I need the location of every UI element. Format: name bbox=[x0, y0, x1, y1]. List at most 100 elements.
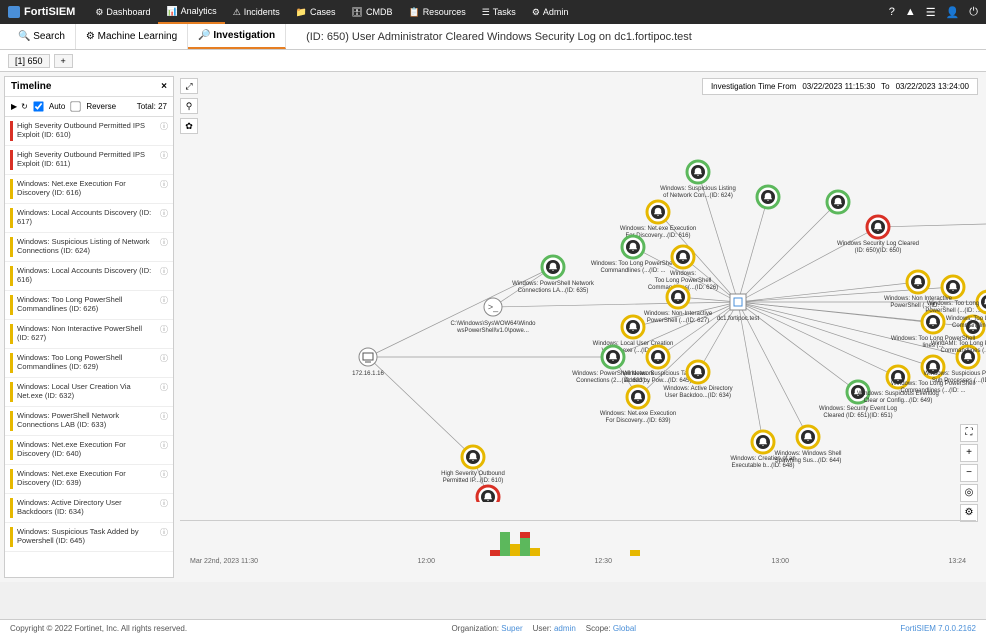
nav-cmdb[interactable]: 🗄 CMDB bbox=[344, 0, 401, 24]
timeline-item[interactable]: Windows: PowerShell Network Connections … bbox=[5, 407, 173, 436]
graph-node[interactable] bbox=[477, 486, 499, 502]
timeline-item[interactable]: Windows: Too Long PowerShell Commandline… bbox=[5, 291, 173, 320]
svg-text:High Severity Outbound: High Severity Outbound bbox=[441, 471, 505, 477]
org-value[interactable]: Super bbox=[501, 624, 522, 633]
histo-bar[interactable] bbox=[520, 532, 530, 538]
add-tab[interactable]: + bbox=[54, 54, 73, 68]
power-icon[interactable]: ⏻ bbox=[969, 6, 978, 19]
scope-value[interactable]: Global bbox=[613, 624, 636, 633]
info-icon[interactable]: ⓘ bbox=[160, 440, 168, 451]
time-range[interactable]: Investigation Time From 03/22/2023 11:15… bbox=[702, 78, 978, 95]
nav-analytics[interactable]: 📊 Analytics bbox=[158, 0, 224, 24]
reload-icon[interactable]: ↻ bbox=[21, 102, 28, 111]
timeline-item[interactable]: Windows: Suspicious Task Added by Powers… bbox=[5, 523, 173, 552]
histo-tick: 13:00 bbox=[771, 558, 789, 565]
fullscreen-icon[interactable]: ⛶ bbox=[960, 424, 978, 442]
play-icon[interactable]: ▶ bbox=[11, 102, 17, 111]
timeline-item[interactable]: Windows: Local Accounts Discovery (ID: 6… bbox=[5, 204, 173, 233]
nav-tasks[interactable]: ☰ Tasks bbox=[474, 0, 524, 24]
timeline-item[interactable]: High Severity Outbound Permitted IPS Exp… bbox=[5, 117, 173, 146]
brand-text: FortiSIEM bbox=[24, 6, 75, 18]
tab-search[interactable]: 🔍 Search bbox=[8, 24, 76, 49]
histo-bar[interactable] bbox=[630, 550, 640, 556]
graph-node[interactable]: Windows Security Log Cleared(ID: 650)(ID… bbox=[837, 216, 919, 254]
histo-bar[interactable] bbox=[500, 532, 510, 556]
info-icon[interactable]: ⓘ bbox=[160, 411, 168, 422]
zoom-out-icon[interactable]: − bbox=[960, 464, 978, 482]
nav-resources[interactable]: 📋 Resources bbox=[400, 0, 473, 24]
timeline-item[interactable]: Windows: Non Interactive PowerShell (ID:… bbox=[5, 320, 173, 349]
help-icon[interactable]: ? bbox=[889, 6, 895, 18]
info-icon[interactable]: ⓘ bbox=[160, 353, 168, 364]
graph-node[interactable]: 172.16.1.16 bbox=[352, 348, 384, 377]
info-icon[interactable]: ⓘ bbox=[160, 498, 168, 509]
info-icon[interactable]: ⓘ bbox=[160, 324, 168, 335]
svg-text:Windows: Suspicious PowerShell: Windows: Suspicious PowerShell bbox=[924, 371, 986, 377]
close-icon[interactable]: × bbox=[161, 81, 167, 92]
timeline-item[interactable]: Windows: Suspicious Listing of Network C… bbox=[5, 233, 173, 262]
menu-icon[interactable]: ☰ bbox=[926, 6, 936, 19]
expand-icon[interactable]: ⤢ bbox=[180, 78, 198, 94]
auto-label: Auto bbox=[49, 102, 65, 111]
timeline-item[interactable]: Windows: Net.exe Execution For Discovery… bbox=[5, 436, 173, 465]
histo-bar[interactable] bbox=[520, 538, 530, 556]
info-icon[interactable]: ⓘ bbox=[160, 266, 168, 277]
info-icon[interactable]: ⓘ bbox=[160, 295, 168, 306]
time-to-label: To bbox=[881, 82, 889, 91]
graph-area[interactable]: ⤢ ⚲ ✿ Investigation Time From 03/22/2023… bbox=[178, 72, 986, 582]
timeline-item[interactable]: Windows: Net.exe Execution For Discovery… bbox=[5, 175, 173, 204]
version[interactable]: FortiSIEM 7.0.0.2162 bbox=[900, 624, 976, 633]
graph-node[interactable]: High Severity OutboundPermitted IP...(ID… bbox=[441, 446, 505, 484]
brand[interactable]: FortiSIEM bbox=[8, 6, 75, 18]
network-graph[interactable]: dc1.fortipoc.testAdministrator172.16.1.1… bbox=[178, 72, 986, 502]
info-icon[interactable]: ⓘ bbox=[160, 121, 168, 132]
tab-machine-learning[interactable]: ⚙ Machine Learning bbox=[76, 24, 188, 49]
tab-investigation[interactable]: 🔎 Investigation bbox=[188, 24, 286, 49]
info-icon[interactable]: ⓘ bbox=[160, 469, 168, 480]
user-value[interactable]: admin bbox=[554, 624, 576, 633]
histo-bar[interactable] bbox=[510, 544, 520, 556]
nav-admin[interactable]: ⚙ Admin bbox=[524, 0, 577, 24]
zoom-in-icon[interactable]: + bbox=[960, 444, 978, 462]
nav-cases[interactable]: 📁 Cases bbox=[288, 0, 344, 24]
timeline-item[interactable]: High Severity Outbound Permitted IPS Exp… bbox=[5, 146, 173, 175]
timeline-list[interactable]: High Severity Outbound Permitted IPS Exp… bbox=[5, 117, 173, 577]
timeline-item[interactable]: Windows: Active Directory User Backdoors… bbox=[5, 494, 173, 523]
user-icon[interactable]: 👤 bbox=[946, 6, 960, 19]
info-icon[interactable]: ⓘ bbox=[160, 237, 168, 248]
auto-checkbox[interactable] bbox=[33, 101, 43, 111]
filter-icon[interactable]: ⚲ bbox=[180, 98, 198, 114]
info-icon[interactable]: ⓘ bbox=[160, 179, 168, 190]
nav-incidents[interactable]: ⚠ Incidents bbox=[225, 0, 288, 24]
reverse-checkbox[interactable] bbox=[71, 101, 81, 111]
graph-node[interactable]: Windows: Too Long PowerShellCommandlines… bbox=[591, 236, 675, 274]
alert-icon[interactable]: ▲ bbox=[905, 6, 916, 18]
timeline-item[interactable]: Windows: Too Long PowerShell Commandline… bbox=[5, 349, 173, 378]
graph-node[interactable] bbox=[757, 186, 779, 208]
histogram[interactable]: Mar 22nd, 2023 11:3012:0012:3013:0013:24 bbox=[180, 520, 976, 570]
graph-node[interactable]: Windows: Net.exe ExecutionFor Discovery.… bbox=[620, 201, 696, 239]
zoom-controls: ⛶ + − ◎ ⚙ bbox=[960, 424, 978, 522]
graph-node[interactable] bbox=[827, 191, 849, 213]
timeline-item[interactable]: Windows: Local User Creation Via Net.exe… bbox=[5, 378, 173, 407]
nav-dashboard[interactable]: ⚙ Dashboard bbox=[87, 0, 158, 24]
histo-bar[interactable] bbox=[490, 550, 500, 556]
timeline-item[interactable]: Windows: Local Accounts Discovery (ID: 6… bbox=[5, 262, 173, 291]
graph-node[interactable]: Windows: Suspicious Listingof Network Co… bbox=[660, 161, 736, 199]
info-icon[interactable]: ⓘ bbox=[160, 527, 168, 538]
id-tab[interactable]: [1] 650 bbox=[8, 54, 50, 68]
info-icon[interactable]: ⓘ bbox=[160, 150, 168, 161]
graph-node[interactable]: Windows: Windows ShellSpawning Sus...(ID… bbox=[774, 426, 841, 464]
target-icon[interactable]: ◎ bbox=[960, 484, 978, 502]
graph-node[interactable]: Windows: Non-InteractivePowerShell (...(… bbox=[644, 286, 713, 324]
graph-node[interactable]: >_C:\Windows\SysWOW64\WindowsPowerShell\… bbox=[450, 298, 536, 334]
time-from-value: 03/22/2023 11:15:30 bbox=[802, 82, 875, 91]
graph-node[interactable]: Windows: PowerShell NetworkConnections L… bbox=[512, 256, 595, 294]
graph-node[interactable]: dc1.fortipoc.test bbox=[717, 294, 760, 322]
info-icon[interactable]: ⓘ bbox=[160, 208, 168, 219]
histo-bar[interactable] bbox=[530, 548, 540, 556]
svg-text:PowerShell (...(ID: 627): PowerShell (...(ID: 627) bbox=[647, 318, 709, 324]
settings-icon[interactable]: ✿ bbox=[180, 118, 198, 134]
timeline-item[interactable]: Windows: Net.exe Execution For Discovery… bbox=[5, 465, 173, 494]
info-icon[interactable]: ⓘ bbox=[160, 382, 168, 393]
